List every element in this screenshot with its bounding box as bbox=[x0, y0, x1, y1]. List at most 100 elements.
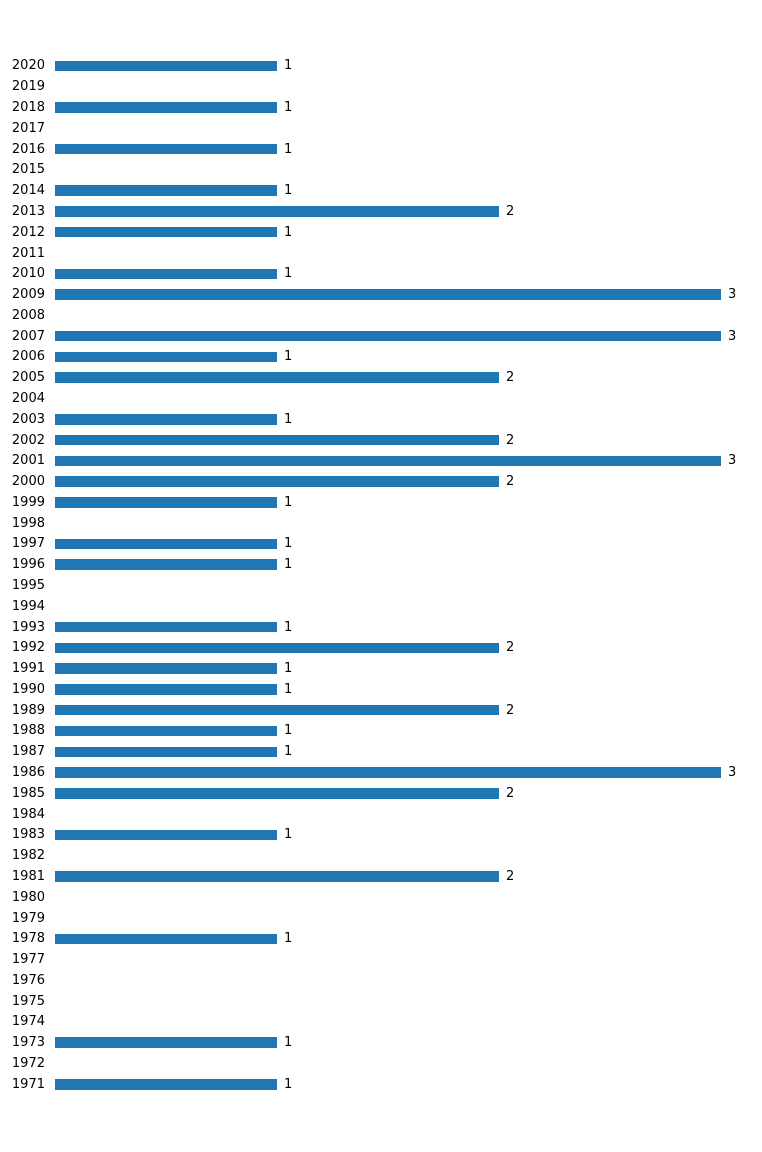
y-axis-tick-label: 1998 bbox=[11, 515, 45, 531]
bar-value-label: 1 bbox=[284, 827, 293, 843]
bar bbox=[55, 455, 721, 467]
bar bbox=[55, 268, 277, 280]
bar-value-label: 3 bbox=[728, 765, 737, 781]
bar-value-label: 1 bbox=[284, 183, 293, 199]
bar-track: 2 bbox=[55, 367, 514, 388]
bar-track: 1 bbox=[55, 825, 292, 846]
bar bbox=[55, 829, 277, 841]
bar bbox=[55, 497, 277, 508]
bar-track: 1 bbox=[55, 617, 292, 638]
bar-track: 1 bbox=[55, 492, 292, 513]
bar bbox=[55, 185, 277, 196]
bar-track: 1 bbox=[55, 679, 292, 700]
bar-track: 2 bbox=[55, 201, 514, 222]
chart-row: 1997 1 bbox=[0, 534, 762, 555]
chart-row: 2004 bbox=[0, 388, 762, 409]
bar-track: 2 bbox=[55, 700, 514, 721]
bar-value-label: 1 bbox=[284, 411, 293, 427]
chart-row: 1990 1 bbox=[0, 679, 762, 700]
chart-row: 1985 2 bbox=[0, 783, 762, 804]
y-axis-tick-label: 1984 bbox=[11, 806, 45, 822]
bar-track: 1 bbox=[55, 658, 292, 679]
bar-value-label: 3 bbox=[728, 328, 737, 344]
y-axis-tick-label: 1978 bbox=[11, 931, 45, 947]
y-axis-tick-label: 1985 bbox=[11, 785, 45, 801]
bar bbox=[55, 289, 721, 300]
bar bbox=[55, 725, 277, 737]
y-axis-tick-label: 1980 bbox=[11, 889, 45, 905]
y-axis-tick-label: 1989 bbox=[11, 702, 45, 718]
chart-row: 1976 bbox=[0, 970, 762, 991]
bar-value-label: 3 bbox=[728, 287, 737, 303]
bar-chart: 2020 1 2019 2018 1 2017 2016 1 2015 2014 1 2013 2 201… bbox=[0, 56, 762, 1095]
chart-row: 1984 bbox=[0, 804, 762, 825]
y-axis-tick-label: 1992 bbox=[11, 640, 45, 656]
bar bbox=[55, 102, 277, 113]
bar-value-label: 1 bbox=[284, 100, 293, 116]
bar-track: 1 bbox=[55, 721, 292, 742]
chart-row: 1988 1 bbox=[0, 721, 762, 742]
y-axis-tick-label: 2015 bbox=[11, 162, 45, 178]
bar bbox=[55, 1079, 277, 1090]
bar-track: 3 bbox=[55, 762, 736, 783]
chart-row: 1993 1 bbox=[0, 617, 762, 638]
chart-row: 2012 1 bbox=[0, 222, 762, 243]
chart-row: 2003 1 bbox=[0, 409, 762, 430]
y-axis-tick-label: 1996 bbox=[11, 557, 45, 573]
y-axis-tick-label: 2013 bbox=[11, 203, 45, 219]
bar-value-label: 3 bbox=[728, 453, 737, 469]
bar bbox=[55, 476, 499, 487]
chart-row: 2019 bbox=[0, 76, 762, 97]
y-axis-tick-label: 1994 bbox=[11, 598, 45, 614]
chart-row: 2006 1 bbox=[0, 347, 762, 368]
chart-row: 1977 bbox=[0, 949, 762, 970]
bar-track: 1 bbox=[55, 263, 292, 284]
bar bbox=[55, 60, 277, 72]
chart-row: 1989 2 bbox=[0, 700, 762, 721]
bar bbox=[55, 414, 277, 425]
bar-track: 1 bbox=[55, 1074, 292, 1095]
bar bbox=[55, 663, 277, 674]
bar-value-label: 2 bbox=[506, 702, 515, 718]
chart-row: 2017 bbox=[0, 118, 762, 139]
bar bbox=[55, 559, 277, 570]
y-axis-tick-label: 1977 bbox=[11, 952, 45, 968]
bar-value-label: 1 bbox=[284, 58, 293, 74]
chart-row: 2018 1 bbox=[0, 97, 762, 118]
chart-row: 1996 1 bbox=[0, 554, 762, 575]
bar-track: 1 bbox=[55, 180, 292, 201]
chart-row: 2002 2 bbox=[0, 430, 762, 451]
chart-row: 1973 1 bbox=[0, 1032, 762, 1053]
y-axis-tick-label: 1972 bbox=[11, 1055, 45, 1071]
chart-row: 2010 1 bbox=[0, 263, 762, 284]
y-axis-tick-label: 1997 bbox=[11, 536, 45, 552]
y-axis-tick-label: 1973 bbox=[11, 1035, 45, 1051]
bar bbox=[55, 538, 277, 550]
bar-value-label: 1 bbox=[284, 1035, 293, 1051]
chart-row: 2007 3 bbox=[0, 326, 762, 347]
chart-row: 1975 bbox=[0, 991, 762, 1012]
y-axis-tick-label: 1981 bbox=[11, 868, 45, 884]
bar-track: 1 bbox=[55, 139, 292, 160]
y-axis-tick-label: 1971 bbox=[11, 1076, 45, 1092]
chart-row: 1995 bbox=[0, 575, 762, 596]
y-axis-tick-label: 2008 bbox=[11, 307, 45, 323]
bar bbox=[55, 767, 721, 778]
bar-value-label: 1 bbox=[284, 557, 293, 573]
bar-value-label: 1 bbox=[284, 494, 293, 510]
bar-track: 1 bbox=[55, 534, 292, 555]
chart-row: 1974 bbox=[0, 1012, 762, 1033]
chart-row: 1972 bbox=[0, 1053, 762, 1074]
bar bbox=[55, 871, 499, 882]
bar-value-label: 1 bbox=[284, 266, 293, 282]
bar-value-label: 1 bbox=[284, 141, 293, 157]
chart-row: 1981 2 bbox=[0, 866, 762, 887]
chart-row: 1999 1 bbox=[0, 492, 762, 513]
bar-value-label: 1 bbox=[284, 681, 293, 697]
y-axis-tick-label: 1975 bbox=[11, 993, 45, 1009]
chart-row: 1971 1 bbox=[0, 1074, 762, 1095]
bar bbox=[55, 434, 499, 446]
y-axis-tick-label: 2016 bbox=[11, 141, 45, 157]
y-axis-tick-label: 2006 bbox=[11, 349, 45, 365]
y-axis-tick-label: 1993 bbox=[11, 619, 45, 635]
